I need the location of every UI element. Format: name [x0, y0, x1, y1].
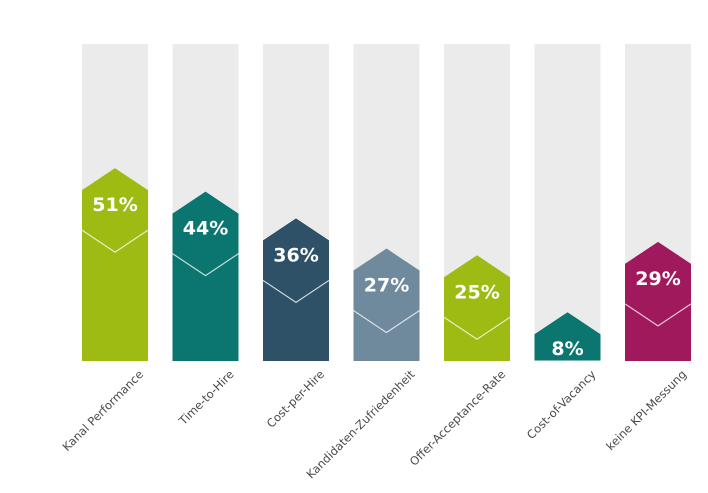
bar-track [534, 44, 601, 361]
hexagon-edge [443, 316, 511, 340]
hexagon-edge [81, 229, 149, 253]
category-label: Kanal Performance [60, 367, 147, 454]
bar [263, 218, 329, 361]
category-label: Cost-of-Vacancy [524, 367, 599, 442]
category-label: Time-to-Hire [175, 367, 236, 428]
category-label: Cost-per-Hire [264, 367, 327, 430]
hexagon-edge [262, 279, 330, 304]
value-label: 27% [364, 275, 409, 297]
value-label: 25% [454, 281, 499, 303]
bar [534, 312, 601, 361]
value-label: 8% [551, 338, 583, 360]
value-label: 44% [183, 218, 228, 240]
bar [353, 248, 420, 361]
category-label: Offer-Acceptance-Rate [407, 367, 508, 468]
bar [82, 168, 148, 361]
value-label: 51% [92, 194, 137, 216]
hexagon-edge [172, 253, 239, 277]
category-label: keine KPI-Messung [603, 367, 689, 453]
bar [625, 241, 691, 361]
value-label: 36% [273, 244, 318, 266]
hexagon-edge [624, 303, 692, 327]
bar [444, 255, 510, 361]
hexagon-edge [353, 310, 420, 334]
category-label: Kandidaten-Zufriedenheit [303, 367, 418, 482]
value-label: 29% [635, 268, 680, 290]
